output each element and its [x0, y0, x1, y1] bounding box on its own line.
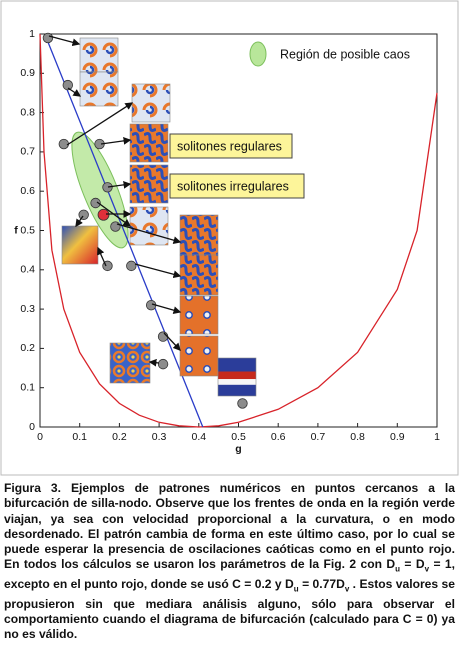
highlight-point	[97, 208, 110, 221]
x-tick-label: 0	[37, 431, 43, 443]
y-tick-label: 0.2	[20, 342, 35, 354]
y-tick-label: 0	[29, 421, 35, 433]
curve	[39, 33, 438, 428]
y-tick-label: 0.4	[20, 264, 35, 276]
chaos-region	[71, 131, 129, 249]
x-tick-label: 0.1	[72, 431, 87, 443]
caption-text: = 1, excepto en el punto rojo, donde se …	[4, 557, 455, 592]
x-tick-label: 0.5	[231, 431, 246, 443]
caption: Figura 3. Ejemplos de patrones numéricos…	[4, 481, 455, 643]
legend-text: Región de posible caos	[280, 47, 410, 61]
y-tick-label: 0.7	[20, 146, 35, 158]
caption-subscript: u	[293, 584, 299, 594]
caption-text: = 0.77D	[298, 577, 345, 592]
point	[90, 197, 101, 209]
caption-text: = D	[400, 557, 425, 572]
point	[62, 79, 73, 91]
y-tick-label: 0.6	[20, 185, 35, 197]
y-tick-label: 0.8	[20, 106, 35, 118]
x-tick-label: 0.6	[271, 431, 286, 443]
point	[157, 358, 169, 370]
x-tick-label: 0.7	[311, 431, 326, 443]
annotation-box	[169, 173, 305, 199]
point	[157, 331, 169, 342]
x-tick-label: 0.2	[112, 431, 127, 443]
thumbnails	[61, 37, 257, 397]
annotation: solitones regulares	[177, 139, 282, 153]
caption-subscript: u	[395, 564, 401, 574]
caption-subscript: v	[344, 584, 350, 594]
annotation: solitones irregulares	[177, 179, 289, 193]
x-tick-label: 0.8	[350, 431, 365, 443]
connectors	[48, 35, 182, 367]
x-tick-label: 0.4	[191, 431, 206, 443]
x-tick-label: 1	[434, 431, 440, 443]
figure: 0 0.1 0.2 0.3 0.4 0.5 0.6 0.7 0.8 0.9 1 0 0.1 0.2 0.3 0…	[0, 0, 459, 476]
curve	[47, 41, 204, 428]
x-tick-label: 0.3	[152, 431, 167, 443]
y-tick-label: 0.3	[20, 303, 35, 315]
x-axis-label: g	[235, 443, 241, 455]
y-tick-label: 1	[29, 28, 35, 40]
x-tick-label: 0.9	[390, 431, 405, 443]
point	[58, 138, 70, 150]
point	[126, 260, 137, 272]
y-tick-label: 0.9	[20, 67, 35, 79]
legend-swatch	[249, 41, 267, 67]
point	[110, 221, 121, 232]
y-axis-label: f	[14, 224, 18, 236]
caption-subscript: v	[424, 564, 430, 574]
plot: 0 0.1 0.2 0.3 0.4 0.5 0.6 0.7 0.8 0.9 1 0 0.1 0.2 0.3 0…	[14, 28, 440, 455]
y-tick-label: 0.1	[20, 381, 35, 393]
legend-box	[273, 41, 421, 67]
frame	[0, 0, 459, 476]
y-tick-label: 0.5	[20, 224, 35, 236]
point	[42, 32, 54, 44]
point	[237, 398, 248, 409]
annotation-box	[169, 133, 293, 159]
caption-text: . Estos valores se propusieron sin que m…	[4, 577, 455, 642]
caption-text: Figura 3. Ejemplos de patrones numéricos…	[4, 481, 455, 572]
point	[78, 209, 89, 220]
point	[102, 182, 113, 193]
